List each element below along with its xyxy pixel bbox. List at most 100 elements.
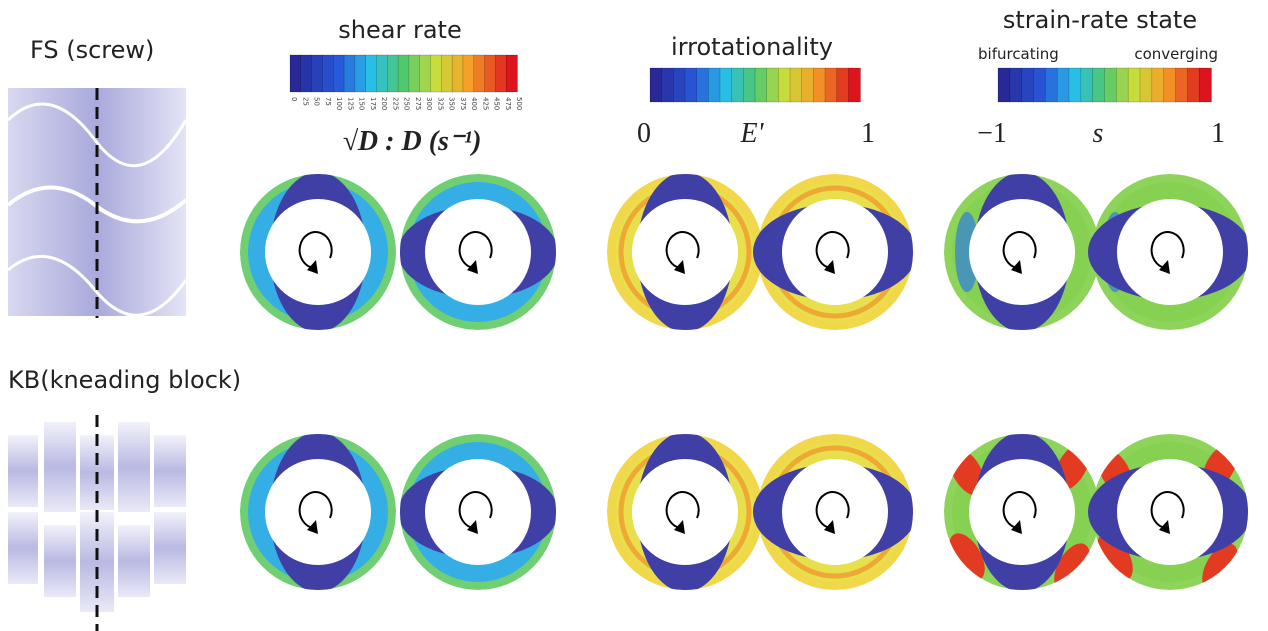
rotor-core <box>969 459 1075 565</box>
column-title: irrotationality <box>671 33 833 61</box>
colorbar-tick-label: 175 <box>369 97 377 110</box>
colorbar-tick-label: 250 <box>403 97 411 110</box>
colorbar-segment <box>1187 68 1199 102</box>
colorbar-tick-label: 275 <box>414 97 422 110</box>
colorbar-segment <box>802 68 814 102</box>
colorbar-tick-label: 450 <box>493 97 501 110</box>
row-label: KB(kneading block) <box>8 366 241 394</box>
column-title: shear rate <box>338 16 461 44</box>
colorbar-segment <box>398 55 409 92</box>
colorbar-tick-label: 200 <box>380 97 388 110</box>
colorbar-segment <box>708 68 720 102</box>
colorbar-tick-label: 325 <box>436 97 444 110</box>
colorbar-segment <box>1199 68 1211 102</box>
rotor-core <box>969 199 1075 305</box>
rotor-core <box>1117 199 1223 305</box>
figure: FS (screw) KB(kneading block) shear rate… <box>0 0 1268 631</box>
colorbar-segment <box>1164 68 1176 102</box>
colorbar-tick-label: 25 <box>301 97 309 106</box>
colorbar-tick-label: 225 <box>391 97 399 110</box>
colorbar-segment <box>1034 68 1046 102</box>
colorbar-segment <box>506 55 517 92</box>
colorbar-segment <box>420 55 431 92</box>
colorbar-segment <box>673 68 685 102</box>
colorbar-tick-label: 0 <box>290 97 298 101</box>
colorbar-segment <box>685 68 697 102</box>
colorbar-segment <box>1116 68 1128 102</box>
colorbar-segment <box>1022 68 1034 102</box>
cross-section <box>944 172 1252 332</box>
colorbar-segment <box>355 55 366 92</box>
colorbar-tick-label: 50 <box>313 97 321 106</box>
colorbar-segment <box>1010 68 1022 102</box>
colorbar-segment <box>452 55 463 92</box>
cross-section <box>240 432 558 592</box>
colorbar-tick-label: 425 <box>481 97 489 110</box>
colorbar-symbol: s <box>1093 118 1104 149</box>
colorbar-segment <box>495 55 506 92</box>
row-label: FS (screw) <box>30 36 154 64</box>
rotor-core <box>632 199 738 305</box>
rotor-core <box>425 459 531 565</box>
colorbar-segment <box>743 68 755 102</box>
colorbar-tick-label: 150 <box>358 97 366 110</box>
cross-section <box>240 172 558 332</box>
colorbar-segment <box>732 68 744 102</box>
colorbar-segment <box>1093 68 1105 102</box>
colorbar-max: 1 <box>1211 118 1225 149</box>
colorbar-segment <box>720 68 732 102</box>
colorbar-segment <box>662 68 674 102</box>
colorbar-segment <box>1140 68 1152 102</box>
colorbar-segment <box>825 68 837 102</box>
colorbar-segment <box>1128 68 1140 102</box>
colorbar-segment <box>463 55 474 92</box>
colorbar-tick-label: 75 <box>324 97 332 106</box>
colorbar-tick-label: 375 <box>459 97 467 110</box>
cross-section <box>607 172 917 332</box>
colorbar-segment <box>344 55 355 92</box>
colorbar-right-label: converging <box>1134 45 1218 63</box>
column-title: strain-rate state <box>1003 6 1197 34</box>
colorbar-segment <box>778 68 790 102</box>
screw-illustration <box>8 88 186 318</box>
colorbar-segment <box>790 68 802 102</box>
colorbar-tick-label: 300 <box>425 97 433 110</box>
colorbar-segment <box>290 55 301 92</box>
colorbar-min: −1 <box>977 118 1007 149</box>
colorbar-segment <box>333 55 344 92</box>
colorbar-tick-label: 400 <box>470 97 478 110</box>
colorbar-tick-label: 125 <box>346 97 354 110</box>
rotor-core <box>265 459 371 565</box>
colorbar-segment <box>697 68 709 102</box>
colorbar-segment <box>322 55 333 92</box>
colorbar-segment <box>1045 68 1057 102</box>
rotor-core <box>782 459 888 565</box>
rotor-core <box>782 199 888 305</box>
colorbar-tick-label: 100 <box>335 97 343 110</box>
colorbar-segment <box>485 55 496 92</box>
colorbar-segment <box>441 55 452 92</box>
colorbar-left-label: bifurcating <box>978 45 1059 63</box>
colorbar-tick-label: 475 <box>504 97 512 110</box>
colorbar-segment <box>366 55 377 92</box>
colorbar-segment <box>1152 68 1164 102</box>
colorbar-segment <box>813 68 825 102</box>
colorbar-symbol: E' <box>739 118 764 149</box>
colorbar-segment <box>650 68 662 102</box>
colorbar-segment <box>1105 68 1117 102</box>
cross-section <box>607 432 917 592</box>
cross-section <box>942 432 1252 597</box>
rotor-core <box>265 199 371 305</box>
colorbar-max: 1 <box>861 118 875 149</box>
colorbar-segment <box>848 68 860 102</box>
colorbar-segment <box>837 68 849 102</box>
colorbar-segment <box>767 68 779 102</box>
colorbar-segment <box>1057 68 1069 102</box>
colorbar-segment <box>1176 68 1188 102</box>
rotor-core <box>632 459 738 565</box>
colorbar-segment <box>1081 68 1093 102</box>
colorbar-tick-label: 350 <box>448 97 456 110</box>
colorbar-segment <box>474 55 485 92</box>
colorbar-segment <box>755 68 767 102</box>
colorbar-segment <box>387 55 398 92</box>
